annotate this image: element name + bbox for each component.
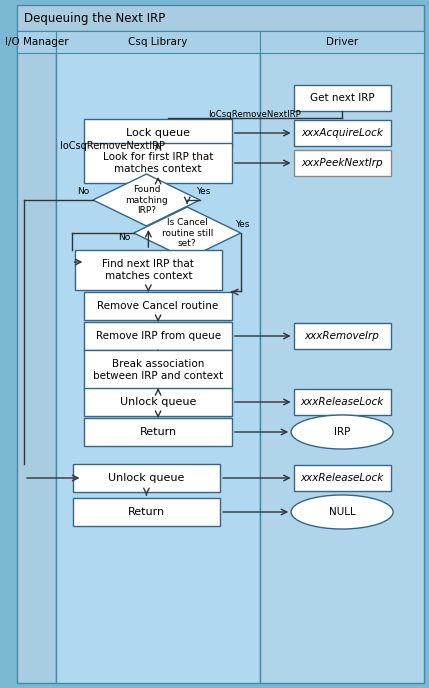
Text: NULL: NULL bbox=[329, 507, 356, 517]
Text: Found
matching
IRP?: Found matching IRP? bbox=[125, 185, 168, 215]
Text: Dequeuing the Next IRP: Dequeuing the Next IRP bbox=[24, 12, 165, 25]
Text: IoCsqRemoveNextIRP: IoCsqRemoveNextIRP bbox=[60, 141, 165, 151]
Text: I/O Manager: I/O Manager bbox=[5, 37, 69, 47]
Bar bbox=[260, 31, 424, 53]
Bar bbox=[84, 418, 232, 446]
Bar bbox=[56, 31, 260, 683]
Text: Csq Library: Csq Library bbox=[128, 37, 188, 47]
Text: IoCsqRemoveNextIRP: IoCsqRemoveNextIRP bbox=[208, 109, 301, 118]
Bar bbox=[293, 85, 391, 111]
Polygon shape bbox=[93, 174, 200, 226]
Text: IRP: IRP bbox=[334, 427, 350, 437]
Text: xxxReleaseLock: xxxReleaseLock bbox=[300, 473, 384, 483]
Bar bbox=[84, 292, 232, 320]
Text: Driver: Driver bbox=[326, 37, 358, 47]
Text: xxxAcquireLock: xxxAcquireLock bbox=[301, 128, 383, 138]
Bar bbox=[56, 31, 260, 53]
Bar bbox=[73, 464, 220, 492]
Polygon shape bbox=[134, 207, 241, 259]
Text: Unlock queue: Unlock queue bbox=[108, 473, 184, 483]
Bar bbox=[260, 31, 424, 683]
Bar bbox=[293, 120, 391, 146]
Text: Unlock queue: Unlock queue bbox=[120, 397, 196, 407]
Text: Remove IRP from queue: Remove IRP from queue bbox=[96, 331, 221, 341]
Text: Break association
between IRP and context: Break association between IRP and contex… bbox=[93, 359, 223, 380]
Text: xxxRemoveIrp: xxxRemoveIrp bbox=[305, 331, 380, 341]
Text: No: No bbox=[77, 186, 89, 195]
Bar bbox=[84, 119, 232, 147]
Text: Lock queue: Lock queue bbox=[126, 128, 190, 138]
Bar bbox=[293, 150, 391, 176]
Bar bbox=[75, 250, 222, 290]
Bar bbox=[17, 31, 56, 683]
Text: Yes: Yes bbox=[196, 186, 211, 195]
Text: xxxReleaseLock: xxxReleaseLock bbox=[300, 397, 384, 407]
Text: Find next IRP that
matches context: Find next IRP that matches context bbox=[103, 259, 194, 281]
Bar bbox=[293, 323, 391, 349]
Text: No: No bbox=[118, 233, 130, 241]
Text: Get next IRP: Get next IRP bbox=[310, 93, 375, 103]
Text: Return: Return bbox=[139, 427, 177, 437]
Bar bbox=[293, 465, 391, 491]
Ellipse shape bbox=[291, 495, 393, 529]
Ellipse shape bbox=[291, 415, 393, 449]
Bar bbox=[73, 498, 220, 526]
Bar bbox=[17, 5, 424, 31]
Text: Look for first IRP that
matches context: Look for first IRP that matches context bbox=[103, 152, 213, 174]
Bar bbox=[84, 143, 232, 183]
Text: xxxPeekNextIrp: xxxPeekNextIrp bbox=[301, 158, 383, 168]
Bar bbox=[84, 388, 232, 416]
Bar bbox=[84, 350, 232, 390]
Text: Remove Cancel routine: Remove Cancel routine bbox=[97, 301, 219, 311]
Text: Return: Return bbox=[128, 507, 165, 517]
Bar bbox=[17, 31, 56, 53]
Text: Is Cancel
routine still
set?: Is Cancel routine still set? bbox=[162, 218, 213, 248]
Bar bbox=[293, 389, 391, 415]
Bar bbox=[84, 322, 232, 350]
Text: Yes: Yes bbox=[236, 219, 250, 228]
